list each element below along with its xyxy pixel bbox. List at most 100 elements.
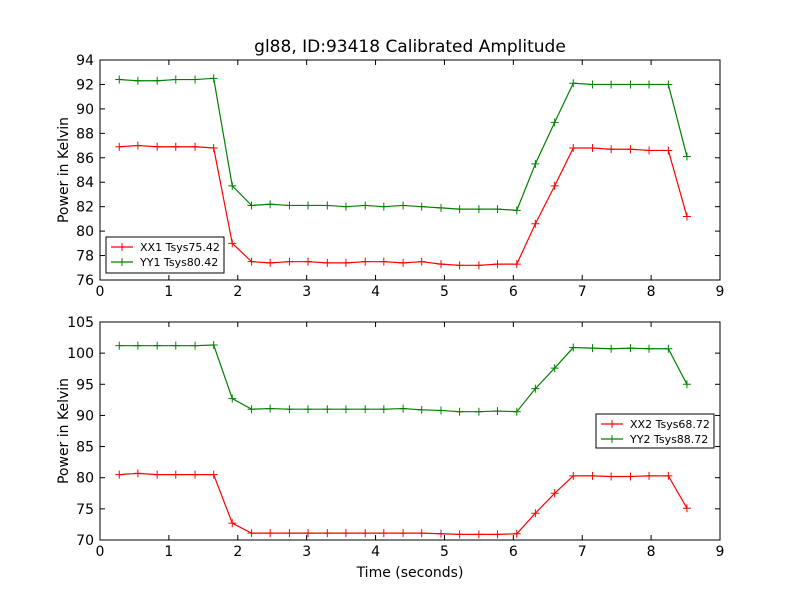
data-point <box>682 152 691 161</box>
data-point <box>474 530 483 539</box>
data-point <box>607 80 616 89</box>
data-point <box>569 79 578 88</box>
y-tick-label: 78 <box>76 249 94 265</box>
data-point <box>191 142 200 151</box>
data-point <box>512 206 521 215</box>
data-point <box>474 261 483 270</box>
data-point <box>550 181 559 190</box>
data-point <box>474 205 483 214</box>
plot-frame <box>99 321 721 541</box>
series-1 <box>115 141 691 270</box>
data-point <box>645 80 654 89</box>
y-tick-label: 70 <box>76 533 94 549</box>
data-point <box>115 341 124 350</box>
series-1 <box>115 469 691 539</box>
plot-frame <box>99 59 721 281</box>
data-point <box>437 406 445 415</box>
x-tick-label: 6 <box>509 544 518 560</box>
legend-item: YY1 Tsys80.42 <box>111 256 218 269</box>
data-point <box>266 258 275 267</box>
data-point <box>171 75 180 84</box>
data-point <box>379 529 388 538</box>
x-tick-label: 5 <box>440 544 449 560</box>
data-point <box>664 80 673 89</box>
data-point <box>550 118 559 127</box>
x-tick-label: 5 <box>440 284 449 300</box>
data-point <box>531 159 540 168</box>
data-point <box>133 76 142 85</box>
data-point <box>493 407 502 416</box>
data-point <box>361 529 370 538</box>
legend-marker <box>608 420 616 428</box>
data-point <box>588 80 597 89</box>
data-point <box>626 344 635 353</box>
data-point <box>664 146 673 155</box>
data-point <box>285 529 294 538</box>
data-point <box>323 258 332 267</box>
data-point <box>399 404 408 413</box>
data-point <box>341 405 350 414</box>
data-point <box>455 261 464 270</box>
data-point <box>361 405 370 414</box>
data-point <box>171 470 180 479</box>
legend-label: XX1 Tsys75.42 <box>140 241 220 254</box>
data-point <box>626 80 635 89</box>
data-point <box>266 404 275 413</box>
data-point <box>191 341 200 350</box>
data-point <box>304 257 313 266</box>
x-tick-label: 9 <box>716 544 725 560</box>
data-point <box>550 364 559 373</box>
data-point <box>341 202 350 211</box>
y-tick-label: 86 <box>76 151 94 167</box>
legend-marker <box>118 243 126 251</box>
data-point <box>115 470 124 479</box>
data-point <box>399 529 408 538</box>
x-tick-label: 0 <box>96 544 105 560</box>
x-tick-label: 8 <box>647 544 656 560</box>
data-point <box>588 344 597 353</box>
data-point <box>379 257 388 266</box>
data-point <box>493 205 502 214</box>
legend: XX2 Tsys68.72 YY2 Tsys88.72 <box>595 413 715 449</box>
data-point <box>247 201 256 210</box>
data-point <box>133 341 142 350</box>
data-point <box>153 341 162 350</box>
x-tick-label: 9 <box>716 284 725 300</box>
data-point <box>133 141 142 150</box>
x-tick-label: 4 <box>371 284 380 300</box>
data-point <box>417 202 426 211</box>
series-2 <box>115 341 691 416</box>
data-point <box>304 405 313 414</box>
data-point <box>247 405 256 414</box>
x-tick-label: 0 <box>96 284 105 300</box>
y-tick-label: 80 <box>76 224 94 240</box>
data-point <box>455 530 464 539</box>
data-point <box>304 201 313 210</box>
data-point <box>361 257 370 266</box>
data-point <box>341 529 350 538</box>
data-point <box>266 529 275 538</box>
data-point <box>569 144 578 152</box>
data-point <box>645 471 654 480</box>
x-tick-label: 2 <box>233 544 242 560</box>
legend-box <box>105 236 225 274</box>
y-tick-label: 92 <box>76 77 94 93</box>
x-tick-label: 3 <box>302 284 311 300</box>
data-point <box>493 260 502 269</box>
x-tick-label: 3 <box>302 544 311 560</box>
data-point <box>569 471 578 480</box>
data-point <box>285 405 294 414</box>
data-point <box>569 343 578 352</box>
data-point <box>191 75 200 84</box>
data-point <box>455 407 464 416</box>
data-point <box>228 519 237 528</box>
x-tick-label: 8 <box>647 284 656 300</box>
data-point <box>228 239 237 248</box>
data-point <box>304 529 313 538</box>
data-point <box>209 470 218 479</box>
y-tick-label: 105 <box>67 315 94 331</box>
data-point <box>455 205 464 214</box>
